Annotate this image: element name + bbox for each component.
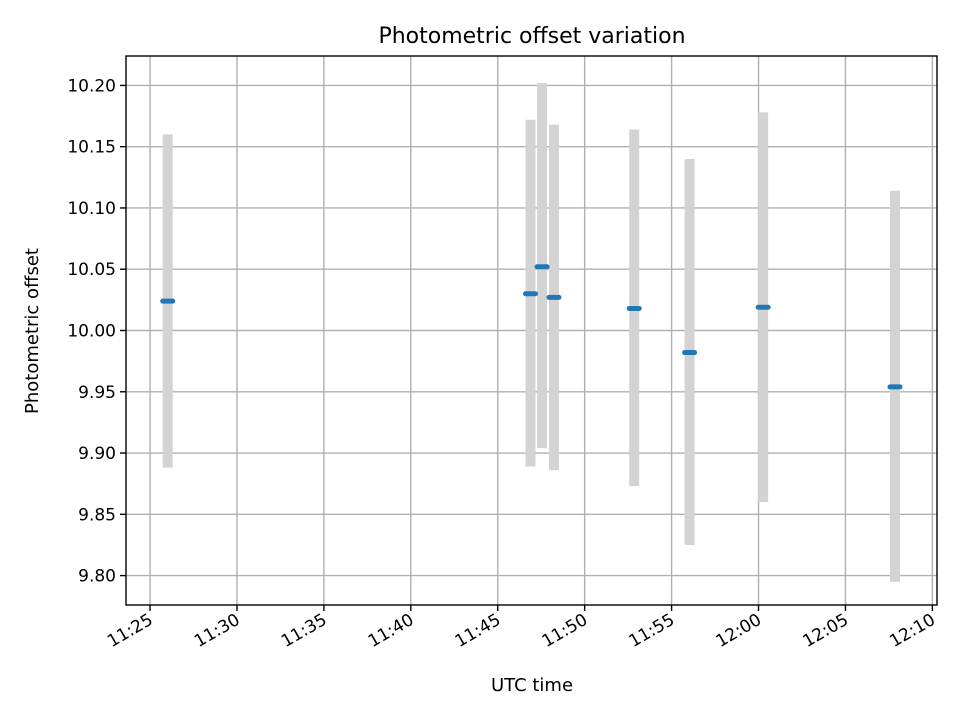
y-tick-label: 9.85	[78, 505, 116, 525]
error-bars	[162, 82, 900, 582]
y-tick-label: 9.90	[78, 444, 116, 464]
x-tick-label: 11:30	[191, 610, 243, 652]
x-axis-ticks: 11:25 11:30 11:35 11:40 11:45 11:50 11:55 12:00…	[104, 605, 939, 652]
y-tick-label: 10.20	[67, 76, 116, 96]
y-tick-label: 9.95	[78, 383, 116, 403]
y-axis-label: Photometric offset	[22, 248, 43, 414]
x-tick-label: 11:40	[365, 610, 417, 652]
x-tick-label: 11:50	[539, 610, 591, 652]
x-tick-label: 12:00	[713, 610, 765, 652]
x-tick-label: 11:55	[626, 610, 678, 652]
y-tick-label: 9.80	[78, 567, 116, 587]
x-tick-label: 12:10	[886, 610, 938, 652]
y-tick-label: 10.00	[67, 322, 116, 342]
y-axis-ticks: 9.80 9.85 9.90 9.95 10.00 10.05 10.10 10.15 10.2…	[67, 76, 126, 587]
x-tick-label: 11:45	[452, 610, 504, 652]
x-axis-label: UTC time	[491, 675, 573, 696]
y-tick-label: 10.15	[67, 138, 116, 158]
chart-title: Photometric offset variation	[378, 24, 685, 49]
x-tick-label: 11:25	[104, 610, 156, 652]
y-tick-label: 10.10	[67, 199, 116, 219]
x-tick-label: 11:35	[278, 610, 330, 652]
y-tick-label: 10.05	[67, 260, 116, 280]
x-tick-label: 12:05	[800, 610, 852, 652]
data-points	[160, 264, 903, 390]
